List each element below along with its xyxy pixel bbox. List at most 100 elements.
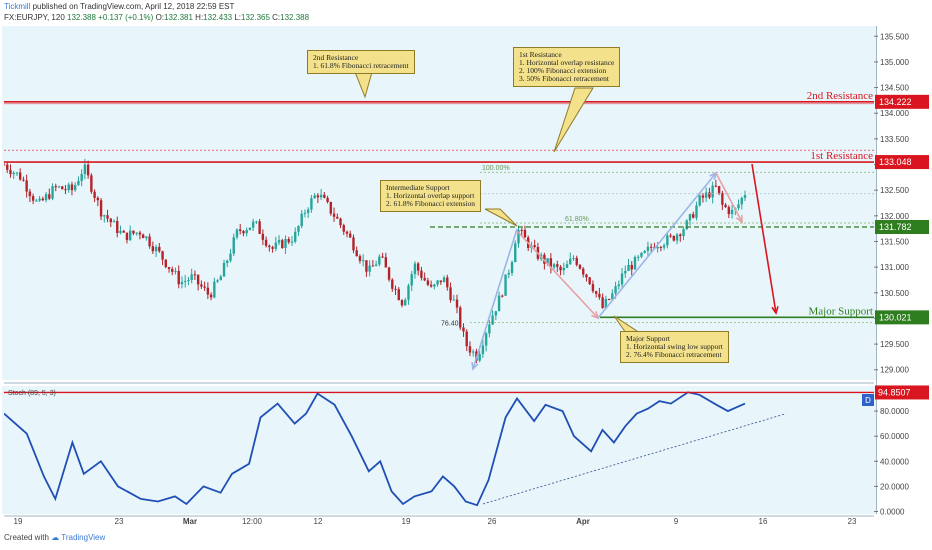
candle-body	[154, 246, 158, 252]
x-tick-label: 12:00	[242, 517, 263, 526]
y-tick-label: 129.000	[880, 366, 909, 375]
candle-body	[442, 277, 446, 283]
callout-pointer	[484, 208, 518, 227]
candle	[164, 259, 167, 269]
candle-body	[232, 237, 235, 254]
candle	[624, 265, 627, 278]
candle-body	[708, 192, 711, 198]
candle-body	[80, 174, 83, 181]
candle	[90, 173, 93, 194]
candle-body	[374, 264, 378, 266]
candle-body	[504, 274, 507, 296]
publisher-brand[interactable]: Tickmill	[4, 2, 31, 11]
osc-y-tick-label: 60.0000	[880, 432, 909, 441]
candle	[462, 323, 465, 337]
osc-y-tick-label: 0.0000	[880, 507, 905, 516]
price-tag-134222: 134.222	[879, 97, 912, 107]
candle-body	[141, 234, 145, 239]
x-tick-label: 19	[402, 517, 411, 526]
candle	[336, 213, 339, 219]
candle	[229, 249, 232, 263]
candle	[371, 259, 375, 267]
candle-body	[342, 225, 345, 232]
candle-body	[588, 277, 591, 285]
candle	[196, 274, 200, 291]
candle	[99, 197, 103, 221]
candle-body	[138, 232, 142, 235]
projection-arrow-head	[771, 306, 779, 315]
callout-text: Intermediate Support	[386, 183, 450, 192]
candle-body	[209, 294, 213, 298]
candle-body	[672, 236, 676, 241]
candle	[659, 245, 663, 252]
candle-body	[679, 234, 682, 237]
stochastic-pane[interactable]	[2, 386, 876, 514]
candle	[193, 270, 197, 280]
candle-body	[93, 191, 96, 198]
candle-body	[704, 192, 708, 198]
candle	[627, 258, 630, 271]
candle	[6, 161, 9, 173]
candle	[313, 192, 316, 199]
candle-body	[122, 230, 125, 233]
candle-body	[306, 209, 310, 213]
candle-body	[607, 299, 611, 301]
y-tick-label: 133.500	[880, 135, 909, 144]
candle-body	[685, 220, 688, 230]
candle-body	[520, 229, 523, 231]
candle-body	[594, 291, 598, 294]
candle	[692, 211, 695, 219]
candle	[669, 233, 672, 238]
candle-body	[433, 284, 436, 287]
candle-body	[510, 262, 514, 274]
candle	[743, 190, 747, 202]
candle-body	[591, 284, 595, 292]
candle	[429, 280, 433, 288]
candle	[704, 187, 708, 202]
candle	[119, 225, 122, 235]
publish-line: Tickmill published on TradingView.com, A…	[4, 2, 234, 11]
candle-body	[556, 264, 559, 267]
created-with-text: Created with	[4, 533, 49, 542]
candle	[572, 255, 575, 261]
low-value: 132.365	[241, 13, 270, 22]
major-support-text: Major Support	[809, 305, 873, 317]
candle-body	[329, 201, 333, 214]
stoch-current-label: 94.8507	[878, 387, 911, 397]
candle	[575, 255, 578, 267]
candle-body	[637, 256, 640, 258]
symbol[interactable]: FX:EURJPY, 120	[4, 13, 65, 22]
candle-body	[611, 293, 614, 300]
candle	[219, 274, 222, 281]
tradingview-logo-text[interactable]: TradingView	[61, 533, 106, 542]
candle-body	[187, 279, 190, 281]
candle	[717, 185, 721, 196]
candle-body	[61, 186, 64, 190]
candle-body	[387, 267, 391, 280]
candle-body	[717, 186, 721, 193]
candle-body	[300, 213, 303, 227]
candle-body	[287, 238, 290, 243]
candle-body	[336, 216, 339, 219]
candle	[51, 183, 54, 201]
callout-intermediate-support: Intermediate Support 1. Horizontal overl…	[380, 180, 481, 212]
candle	[598, 287, 601, 300]
y-tick-label: 135.500	[880, 32, 909, 41]
stoch-trendline	[482, 413, 787, 505]
candle	[468, 341, 472, 357]
y-tick-label: 131.000	[880, 263, 909, 272]
candle	[400, 299, 404, 308]
candle-body	[261, 233, 265, 240]
candle-body	[549, 258, 553, 268]
candle	[41, 196, 45, 202]
candle-body	[669, 235, 672, 237]
candle	[416, 261, 420, 276]
candle	[57, 185, 61, 188]
y-tick-label: 134.000	[880, 109, 909, 118]
candle	[251, 218, 255, 232]
candle	[294, 227, 297, 244]
candle-body	[196, 274, 200, 285]
candle-body	[190, 274, 193, 280]
osc-y-tick-label: 80.0000	[880, 407, 909, 416]
